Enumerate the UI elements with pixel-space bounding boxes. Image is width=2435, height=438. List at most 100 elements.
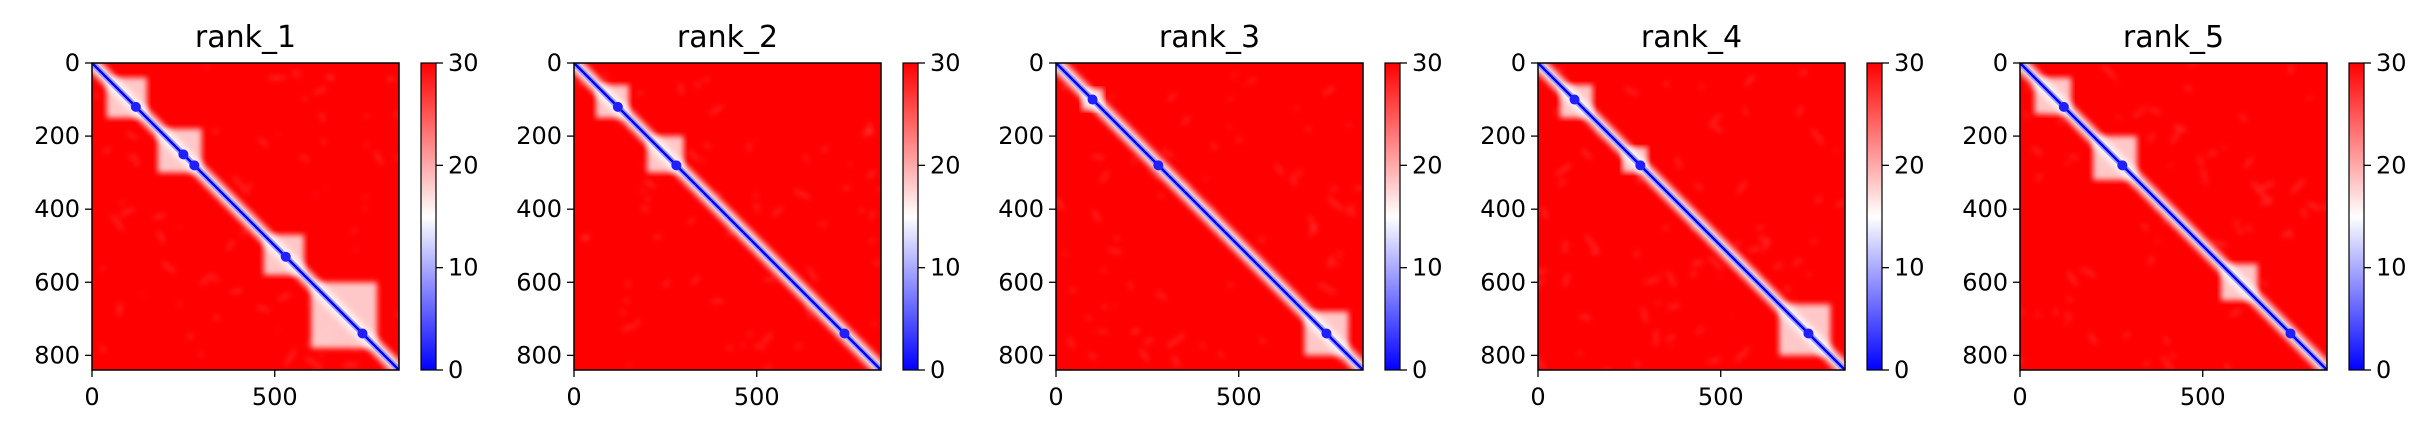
texture-streak [2203,179,2207,185]
y-tick-label: 600 [1480,268,1526,296]
texture-streak [1069,288,1076,293]
texture-streak [1131,328,1138,334]
texture-streak [2088,333,2097,345]
axes-frame [91,62,400,371]
texture-streak [199,352,203,358]
texture-streak [1656,301,1660,305]
diagonal-spot [1153,160,1164,171]
texture-streak [1577,351,1583,356]
texture-streak [256,306,270,312]
texture-streak [1056,197,1065,210]
axes-frame [1537,62,1846,371]
texture-streak [603,72,608,77]
texture-streak [1132,159,1138,162]
y-tick-label: 600 [516,268,562,296]
texture-streak [803,155,809,162]
texture-streak [200,275,210,286]
texture-streak [133,158,139,167]
texture-streak [2233,220,2240,225]
y-tick-label: 800 [516,341,562,369]
texture-streak [1088,352,1096,360]
texture-streak [1114,237,1120,241]
texture-streak [1737,181,1747,193]
colorbar-tick-label: 0 [930,356,945,384]
texture-streak [1349,204,1355,209]
texture-streak [1062,251,1067,256]
x-tick-label: 500 [252,383,298,411]
texture-streak [2224,363,2230,370]
texture-streak [2236,226,2243,235]
heatmap-image [1056,63,1363,370]
texture-streak [1815,196,1822,203]
y-tick-label: 800 [1480,341,1526,369]
x-tick-label: 0 [1048,383,1063,411]
texture-streak [621,309,626,315]
texture-streak [209,272,219,283]
chart-title: rank_1 [195,20,296,55]
texture-streak [2141,223,2148,231]
texture-streak [1258,236,1266,243]
texture-streak [1344,208,1357,217]
texture-streak [2259,182,2275,189]
texture-streak [1158,194,1164,198]
colorbar-tick-label: 30 [448,49,479,77]
texture-streak [2057,119,2064,125]
texture-streak [1742,107,1748,115]
texture-streak [1249,78,1256,83]
y-tick-label: 200 [1480,122,1526,150]
texture-streak [636,319,640,325]
texture-streak [2070,154,2078,160]
chart-title: rank_3 [1159,20,1260,55]
texture-streak [2067,296,2072,303]
texture-streak [637,92,643,95]
colorbar-tick-label: 30 [930,49,961,77]
colorbar [2348,62,2365,371]
colorbar-tick-label: 10 [1894,254,1925,282]
texture-streak [687,218,695,225]
heatmap-image [2020,63,2327,370]
texture-streak [2207,151,2217,156]
y-tick-label: 0 [1993,49,2008,77]
texture-streak [1744,75,1755,86]
chart-title: rank_5 [2123,20,2224,55]
texture-streak [703,143,712,148]
y-tick-label: 0 [1029,49,1044,77]
texture-streak [1295,170,1303,176]
texture-streak [2065,312,2072,321]
texture-streak [1625,87,1638,96]
texture-streak [1309,225,1314,236]
diagonal-spot [1087,94,1098,105]
texture-streak [701,159,706,164]
texture-streak [319,354,323,359]
texture-streak [1143,338,1154,345]
texture-streak [604,80,611,84]
texture-streak [794,189,810,199]
colorbar-tick-label: 20 [1412,151,1443,179]
texture-streak [644,179,656,189]
texture-streak [1836,200,1845,208]
texture-streak [1139,349,1149,362]
colorbar-tick-label: 20 [2376,151,2407,179]
texture-streak [623,298,629,303]
texture-streak [576,83,581,87]
diagonal-spot [2117,160,2128,171]
x-tick-label: 0 [2012,383,2027,411]
texture-streak [276,133,280,136]
chart-title: rank_2 [677,20,778,55]
texture-streak [2323,203,2327,210]
texture-streak [1555,164,1571,176]
texture-streak [1784,285,1791,293]
texture-streak [1291,174,1297,186]
texture-streak [102,147,111,154]
texture-streak [141,292,145,296]
chart-title: rank_4 [1641,20,1742,55]
texture-streak [2291,179,2305,194]
texture-streak [2161,356,2173,370]
colorbar-tick-label: 10 [1412,254,1443,282]
texture-streak [795,344,802,348]
texture-streak [386,77,396,81]
texture-streak [1092,209,1101,223]
texture-streak [2282,229,2292,238]
texture-streak [1712,125,1723,132]
